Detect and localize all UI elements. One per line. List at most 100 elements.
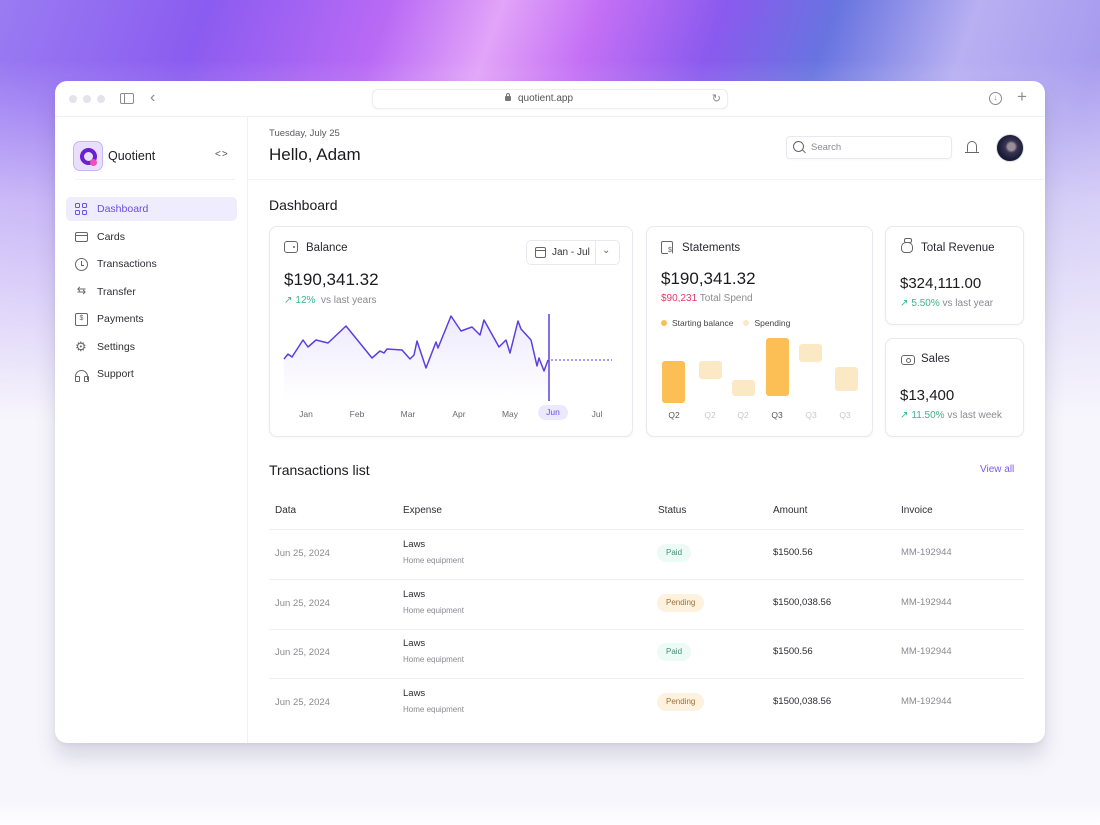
row-expense: Laws [403, 638, 426, 649]
search-input[interactable] [811, 140, 941, 155]
greeting: Hello, Adam [269, 145, 361, 164]
view-all-link[interactable]: View all [980, 464, 1015, 475]
row-invoice[interactable]: MM-192944 [901, 696, 952, 707]
legend-label: Spending [754, 318, 791, 328]
bell-icon[interactable] [965, 141, 979, 153]
table-row[interactable]: Jun 25, 2024 Laws Home equipment Pending… [269, 580, 1024, 630]
money-bag-icon [901, 238, 913, 253]
table-row[interactable]: Jun 25, 2024 Laws Home equipment Paid $1… [269, 530, 1024, 580]
maximize-window-button[interactable] [97, 95, 105, 103]
collapse-sidebar-icon[interactable]: <> [215, 149, 229, 160]
row-category: Home equipment [403, 606, 464, 615]
statements-card: Statements $190,341.32 $90,231 Total Spe… [646, 226, 873, 437]
close-window-button[interactable] [69, 95, 77, 103]
sidebar-item-label: Support [97, 368, 134, 380]
chart-bar[interactable] [799, 344, 822, 362]
column-header: Status [658, 505, 687, 516]
date-range-select[interactable]: Jan - Jul ⌄ [526, 240, 620, 265]
sidebar-item-transfer[interactable]: ⇆ Transfer [66, 280, 237, 304]
transactions-title: Transactions list [269, 462, 370, 478]
chart-bar[interactable] [699, 361, 722, 379]
x-axis-label: Q3 [771, 410, 783, 420]
browser-window: ‹ quotient.app ↻ ↓ + Quotient <> Dashboa… [55, 81, 1045, 743]
row-invoice[interactable]: MM-192944 [901, 646, 952, 657]
lock-icon [505, 93, 511, 101]
column-header: Amount [773, 505, 808, 516]
avatar[interactable] [996, 134, 1024, 162]
trend-label: vs last week [947, 410, 1002, 421]
download-icon[interactable]: ↓ [989, 92, 1002, 105]
table-row[interactable]: Jun 25, 2024 Laws Home equipment Paid $1… [269, 629, 1024, 679]
sidebar-item-label: Transfer [97, 285, 136, 298]
chart-bar[interactable] [662, 361, 685, 403]
sidebar-item-label: Settings [97, 340, 135, 353]
x-axis-label: Apr [452, 409, 466, 419]
sidebar-item-support[interactable]: Support [66, 362, 237, 386]
sidebar-item-dashboard[interactable]: Dashboard [66, 197, 237, 221]
reload-icon[interactable]: ↻ [711, 93, 721, 105]
column-header: Expense [403, 505, 442, 516]
window-controls [69, 95, 105, 103]
search-icon [793, 141, 804, 152]
status-badge: Pending [657, 594, 705, 612]
status-badge: Paid [657, 643, 692, 661]
balance-amount: $190,341.32 [284, 270, 379, 289]
x-axis-label: Q2 [737, 410, 749, 420]
trend-label: vs last year [942, 298, 994, 309]
minimize-window-button[interactable] [83, 95, 91, 103]
sidebar-item-transactions[interactable]: Transactions [66, 252, 237, 276]
new-tab-icon[interactable]: + [1017, 87, 1027, 106]
balance-line-chart[interactable] [270, 227, 634, 438]
row-amount: $1500,038.56 [773, 696, 832, 707]
sidebar-item-settings[interactable]: ⚙ Settings [66, 335, 237, 359]
status-badge: Paid [657, 544, 692, 562]
sidebar-toggle-icon[interactable] [120, 93, 134, 104]
trend-up-icon: ↗ [900, 410, 909, 421]
row-category: Home equipment [403, 556, 464, 565]
row-expense: Laws [403, 539, 426, 550]
receipt-icon: $ [75, 312, 88, 326]
x-axis-label: May [501, 409, 519, 419]
wallet-icon [284, 241, 298, 253]
row-invoice[interactable]: MM-192944 [901, 597, 952, 608]
chart-bar[interactable] [732, 380, 755, 396]
statements-amount: $190,341.32 [661, 269, 756, 288]
sales-trend: ↗ 11.50% vs last week [900, 410, 1002, 421]
x-axis-label: Q2 [704, 410, 716, 420]
row-invoice[interactable]: MM-192944 [901, 547, 952, 558]
sidebar-item-cards[interactable]: Cards [66, 225, 237, 249]
chevron-down-icon[interactable]: ⌄ [602, 245, 611, 256]
search-box[interactable] [786, 136, 952, 159]
revenue-trend: ↗ 5.50% vs last year [900, 298, 993, 309]
back-icon[interactable]: ‹ [150, 89, 156, 106]
table-row[interactable]: Jun 25, 2024 Laws Home equipment Pending… [269, 679, 1024, 729]
row-category: Home equipment [403, 705, 464, 714]
chart-bar[interactable] [835, 367, 858, 391]
trend-up-icon: ↗ [284, 295, 293, 306]
address-bar[interactable]: quotient.app ↻ [372, 89, 728, 109]
chart-bar[interactable] [766, 338, 789, 396]
gear-icon: ⚙ [75, 339, 87, 354]
transfer-icon: ⇆ [76, 285, 87, 297]
sidebar-item-label: Transactions [97, 258, 157, 270]
divider [248, 179, 1045, 180]
spend-value: $90,231 [661, 293, 698, 304]
x-axis-label-active[interactable]: Jun [538, 405, 568, 420]
total-spend: $90,231 Total Spend [661, 293, 753, 304]
divider [75, 179, 235, 180]
trend-up-icon: ↗ [900, 298, 909, 309]
page-title: Dashboard [269, 197, 338, 213]
clock-icon [75, 257, 88, 271]
trend-value: 11.50% [911, 410, 945, 421]
legend-item: Starting balance [661, 318, 733, 328]
sidebar-item-payments[interactable]: $ Payments [66, 307, 237, 331]
card-title: Sales [921, 353, 950, 365]
divider [595, 241, 596, 264]
cash-icon [901, 355, 915, 365]
chart-legend: Starting balance Spending [661, 318, 790, 328]
card-title: Total Revenue [921, 242, 995, 254]
column-header: Data [275, 505, 297, 516]
trend-label: vs last years [320, 295, 377, 306]
spend-label: Total Spend [699, 293, 753, 304]
row-date: Jun 25, 2024 [275, 647, 330, 658]
